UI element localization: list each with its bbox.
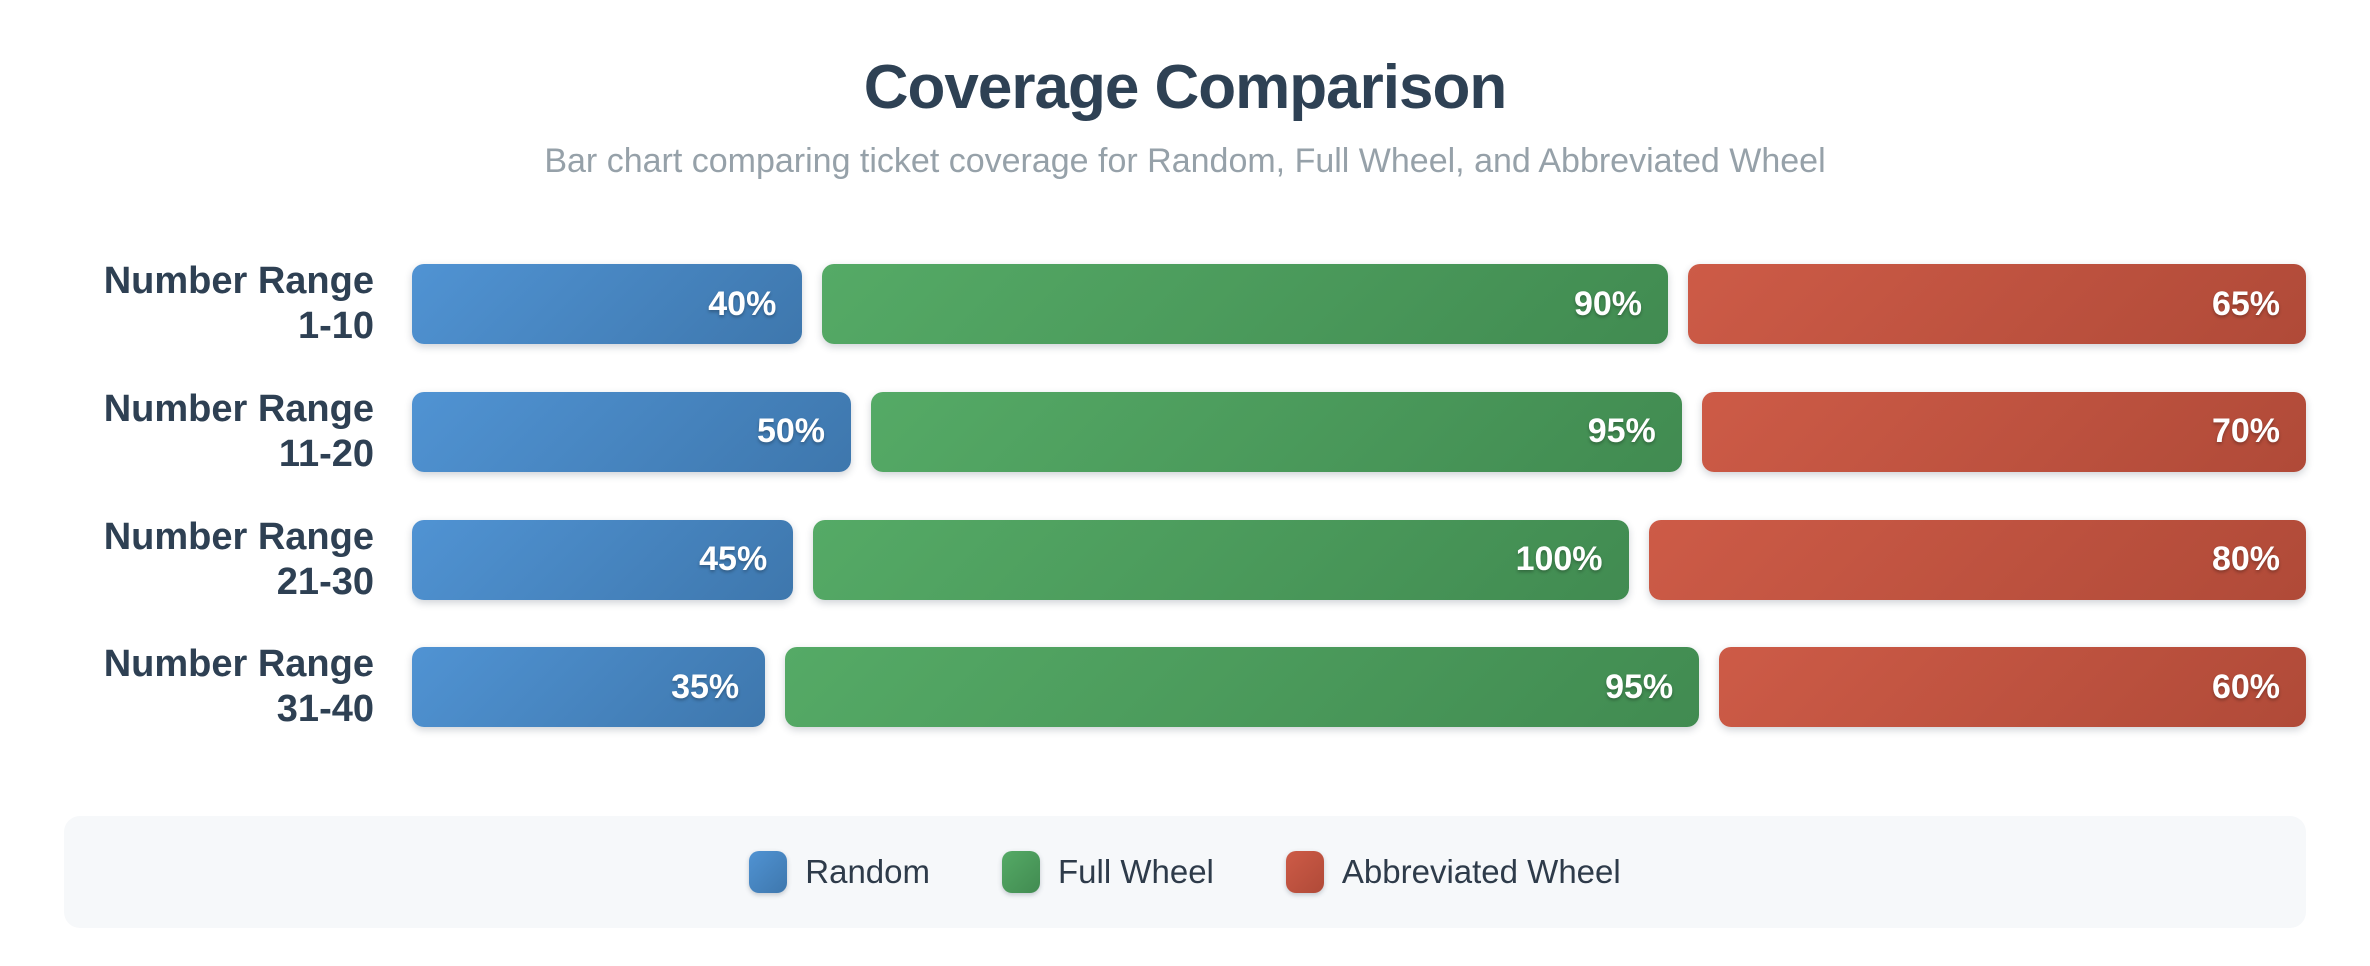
bar-value-label: 35% <box>671 667 740 706</box>
bar-value-label: 80% <box>2211 540 2280 579</box>
bar-random: 40% <box>412 264 803 345</box>
category-label-line: Number Range <box>103 643 374 686</box>
bar-abbreviated-wheel: 65% <box>1688 264 2306 345</box>
chart-subtitle: Bar chart comparing ticket coverage for … <box>544 142 1826 181</box>
bar-value-label: 40% <box>708 284 777 323</box>
category-label-1-10: Number Range 1-10 <box>64 259 374 349</box>
category-label-line: Number Range <box>103 260 374 303</box>
legend: Random Full Wheel Abbreviated Wheel <box>64 816 2306 929</box>
bar-abbreviated-wheel: 70% <box>1701 391 2306 472</box>
bar-value-label: 65% <box>2211 284 2280 323</box>
bar-value-label: 90% <box>1573 284 1642 323</box>
category-label-11-20: Number Range 11-20 <box>64 387 374 477</box>
bar-value-label: 95% <box>1605 667 1674 706</box>
bar-group: 45% 100% 80% <box>412 519 2306 600</box>
bar-random: 50% <box>412 391 852 472</box>
legend-swatch-abbreviated-wheel <box>1285 851 1324 894</box>
bar-value-label: 60% <box>2211 667 2280 706</box>
category-label-line: 31-40 <box>276 688 374 731</box>
bar-value-label: 70% <box>2211 412 2280 451</box>
bar-value-label: 50% <box>756 412 826 451</box>
legend-label: Random <box>805 853 930 891</box>
bar-random: 45% <box>412 519 794 600</box>
bar-full-wheel: 95% <box>785 647 1700 728</box>
legend-swatch-full-wheel <box>1002 851 1040 894</box>
bar-group: 50% 95% 70% <box>412 391 2306 472</box>
chart-row-21-30: Number Range 21-30 45% 100% 80% <box>64 515 2306 605</box>
category-label-line: Number Range <box>103 388 374 431</box>
category-label-21-30: Number Range 21-30 <box>64 515 374 605</box>
bar-value-label: 95% <box>1587 412 1656 451</box>
legend-item-random: Random <box>749 851 930 894</box>
legend-label: Abbreviated Wheel <box>1341 853 1621 891</box>
page: Coverage Comparison Bar chart comparing … <box>64 53 2306 929</box>
category-label-31-40: Number Range 31-40 <box>64 642 374 732</box>
chart-title: Coverage Comparison <box>863 53 1508 122</box>
bar-value-label: 45% <box>699 540 768 579</box>
bar-full-wheel: 90% <box>822 264 1668 345</box>
category-label-line: Number Range <box>103 515 374 558</box>
legend-swatch-random <box>749 851 788 894</box>
bar-random: 35% <box>412 647 766 728</box>
legend-item-abbreviated-wheel: Abbreviated Wheel <box>1285 851 1621 894</box>
bar-value-label: 100% <box>1515 540 1603 579</box>
chart-row-31-40: Number Range 31-40 35% 95% 60% <box>64 642 2306 732</box>
category-label-line: 21-30 <box>276 560 374 603</box>
category-label-line: 11-20 <box>278 432 374 475</box>
bar-abbreviated-wheel: 60% <box>1719 647 2306 728</box>
bar-group: 35% 95% 60% <box>412 647 2306 728</box>
bar-group: 40% 90% 65% <box>412 264 2306 345</box>
legend-label: Full Wheel <box>1058 853 1214 891</box>
bar-full-wheel: 100% <box>813 519 1629 600</box>
chart-row-1-10: Number Range 1-10 40% 90% 65% <box>64 259 2306 349</box>
bar-chart: Number Range 1-10 40% 90% 65% Number Ran… <box>64 259 2306 732</box>
bar-abbreviated-wheel: 80% <box>1648 519 2306 600</box>
chart-row-11-20: Number Range 11-20 50% 95% 70% <box>64 387 2306 477</box>
legend-item-full-wheel: Full Wheel <box>1002 851 1214 894</box>
category-label-line: 1-10 <box>297 305 374 348</box>
bar-full-wheel: 95% <box>871 391 1682 472</box>
